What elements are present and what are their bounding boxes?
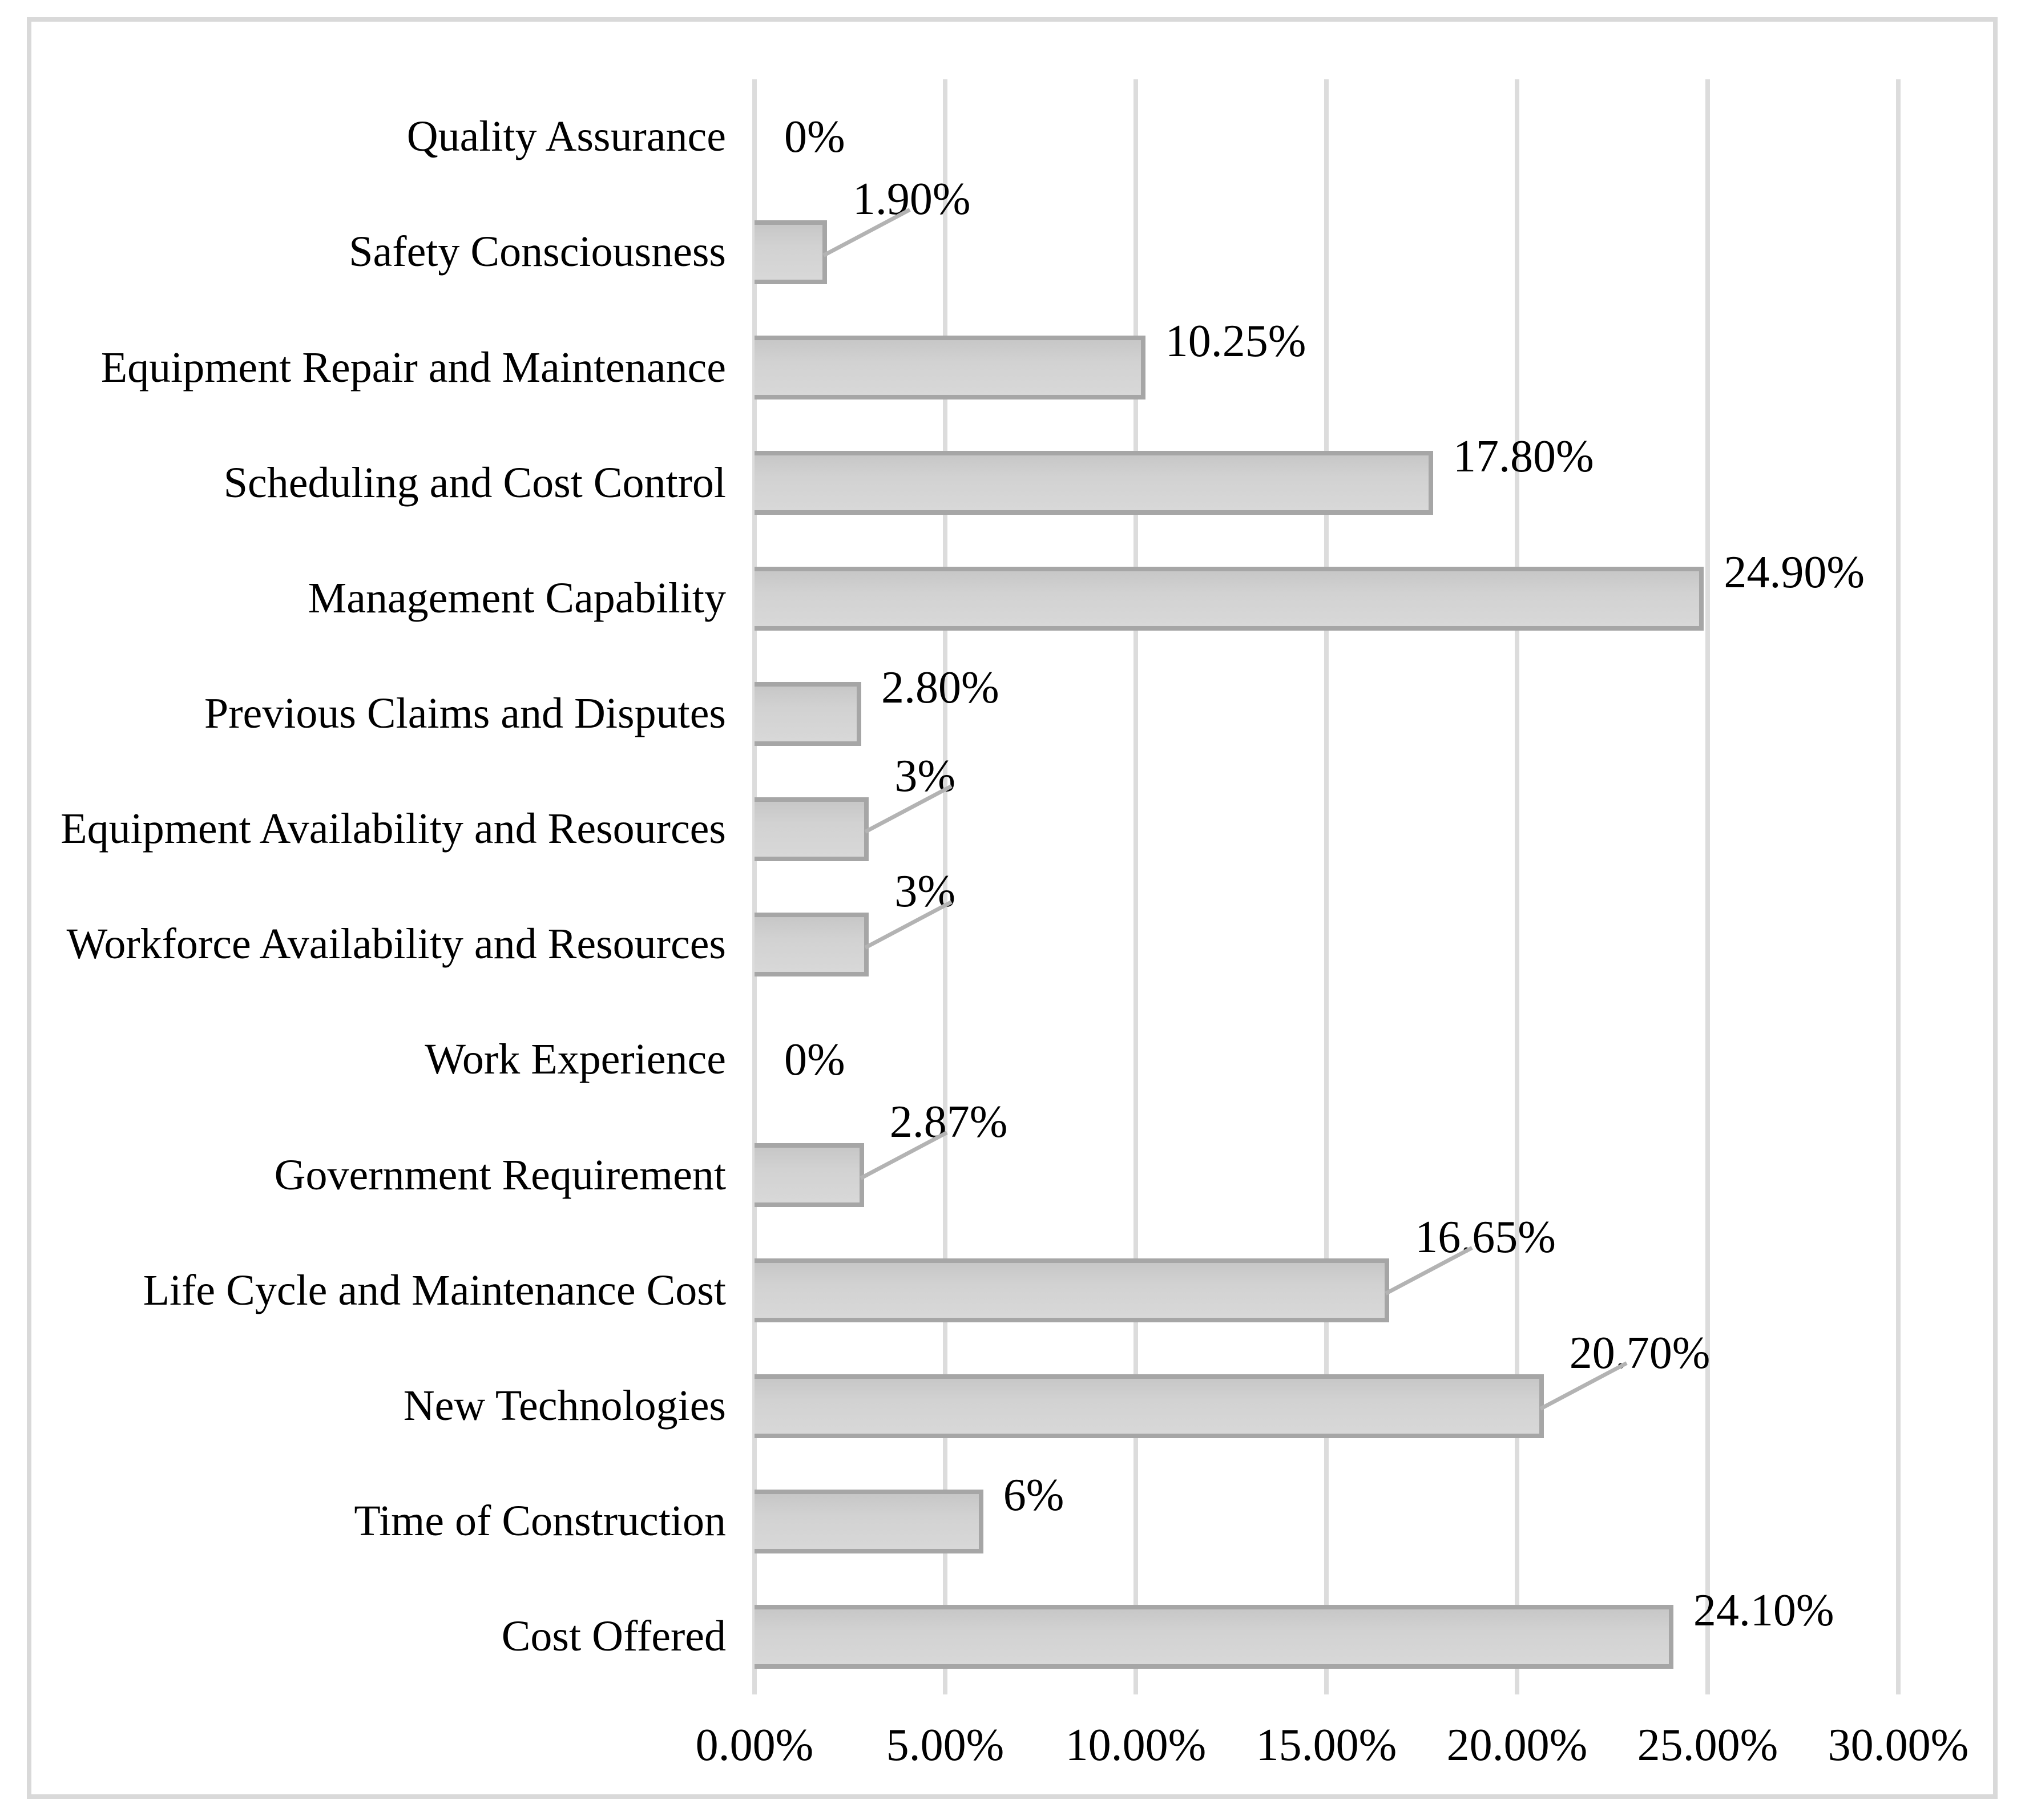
value-label: 24.10% <box>1693 1585 1834 1636</box>
value-label: 17.80% <box>1453 431 1594 482</box>
bar <box>755 1604 1673 1669</box>
value-label: 20.70% <box>1569 1327 1711 1378</box>
value-label: 2.80% <box>881 662 999 713</box>
chart-frame <box>27 17 1998 1799</box>
category-label: Equipment Repair and Maintenance <box>100 343 726 392</box>
value-label: 16.65% <box>1415 1212 1556 1263</box>
gridline <box>943 79 947 1694</box>
category-label: Time of Construction <box>354 1496 726 1545</box>
gridline <box>1133 79 1138 1694</box>
bar <box>755 1489 983 1553</box>
category-label: Work Experience <box>425 1035 726 1084</box>
bar <box>755 913 869 977</box>
category-label: Safety Consciousness <box>349 228 726 276</box>
bar <box>755 220 827 285</box>
value-label: 3% <box>894 866 956 917</box>
category-label: Equipment Availability and Resources <box>60 805 726 853</box>
bar <box>755 1258 1390 1323</box>
gridline <box>1515 79 1519 1694</box>
bar <box>755 1143 864 1208</box>
category-label: Cost Offered <box>501 1612 726 1661</box>
value-label: 0% <box>784 112 845 163</box>
value-label: 24.90% <box>1724 547 1865 598</box>
bar <box>755 451 1434 515</box>
category-label: Workforce Availability and Resources <box>66 920 726 968</box>
bar <box>755 566 1704 631</box>
category-label: Government Requirement <box>274 1151 726 1199</box>
x-tick-label: 5.00% <box>886 1720 1005 1770</box>
category-label: Management Capability <box>308 574 726 622</box>
x-tick-label: 10.00% <box>1065 1720 1207 1770</box>
value-label: 0% <box>784 1035 845 1085</box>
bar <box>755 797 869 861</box>
bar <box>755 336 1145 400</box>
gridline <box>1705 79 1710 1694</box>
x-tick-label: 15.00% <box>1256 1720 1397 1770</box>
bar <box>755 1374 1544 1438</box>
gridline <box>1896 79 1901 1694</box>
bar <box>755 681 862 746</box>
category-label: New Technologies <box>403 1381 726 1430</box>
category-label: Life Cycle and Maintenance Cost <box>143 1266 726 1314</box>
x-tick-label: 0.00% <box>695 1720 814 1770</box>
value-label: 1.90% <box>852 174 971 225</box>
gridline <box>752 79 757 1694</box>
category-label: Scheduling and Cost Control <box>223 458 726 507</box>
x-tick-label: 25.00% <box>1637 1720 1778 1770</box>
value-label: 6% <box>1003 1470 1064 1520</box>
category-label: Quality Assurance <box>406 112 726 161</box>
gridline <box>1324 79 1329 1694</box>
value-label: 10.25% <box>1165 316 1306 367</box>
value-label: 3% <box>894 750 956 801</box>
value-label: 2.87% <box>889 1097 1008 1148</box>
x-tick-label: 20.00% <box>1446 1720 1588 1770</box>
category-label: Previous Claims and Disputes <box>204 689 726 737</box>
x-tick-label: 30.00% <box>1828 1720 1969 1770</box>
